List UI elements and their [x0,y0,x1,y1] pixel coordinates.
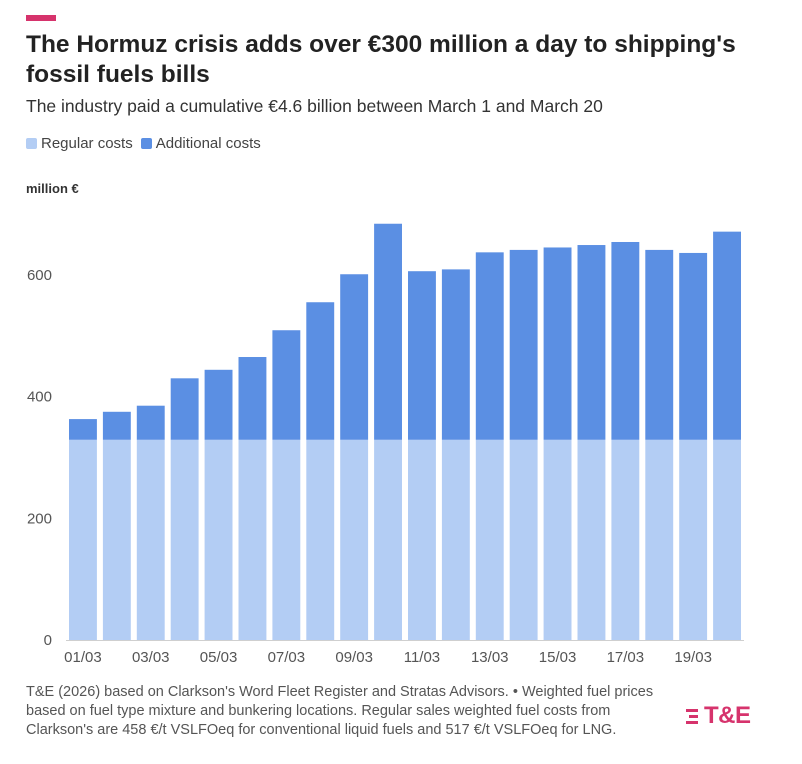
bar-additional-02/03 [102,411,131,440]
bar-regular-11/03 [408,439,436,640]
legend: Regular costs Additional costs [26,135,261,152]
bar-regular-05/03 [204,439,233,640]
bar-regular-12/03 [441,439,470,640]
bar-chart: 0 200 400 600 01/03 03/03 05/03 07/03 09/03 11/03… [27,223,744,666]
legend-label-additional: Additional costs [155,135,261,152]
legend-swatch-additional [140,138,152,149]
bar-regular-04/03 [170,439,199,640]
bar-regular-03/03 [136,439,165,640]
x-tick-label: 03/03 [132,649,170,666]
chart-subtitle: The industry paid a cumulative €4.6 bill… [26,96,603,116]
bar-additional-05/03 [204,369,233,440]
bar-regular-07/03 [272,439,301,640]
chart-title: The Hormuz crisis adds over €300 million… [26,31,736,88]
x-tick-label: 05/03 [200,649,238,666]
y-tick-label: 400 [27,389,52,406]
bar-regular-16/03 [577,439,606,640]
bar-regular-20/03 [713,439,741,640]
bar-regular-14/03 [509,439,538,640]
source-note: T&E (2026) based on Clarkson's Word Flee… [26,684,654,738]
y-tick-label: 200 [27,510,52,527]
y-tick-label: 0 [44,632,52,649]
y-axis-unit: million € [26,181,79,196]
bar-additional-06/03 [238,357,267,440]
bar-additional-10/03 [374,223,402,440]
accent-bar [26,15,56,21]
bar-regular-02/03 [102,439,131,640]
bar-regular-06/03 [238,439,267,640]
bar-additional-18/03 [645,249,674,440]
x-tick-label: 07/03 [268,649,306,666]
bar-additional-08/03 [306,302,335,440]
x-tick-label: 01/03 [64,649,102,666]
bar-additional-13/03 [475,252,504,440]
bar-additional-12/03 [441,269,470,440]
bar-regular-01/03 [69,439,97,640]
legend-swatch-regular [26,138,37,149]
x-tick-label: 13/03 [471,649,509,666]
bar-additional-03/03 [136,405,165,440]
x-tick-label: 19/03 [674,649,712,666]
logo-text: T&E [704,702,751,729]
y-tick-label: 600 [27,267,52,284]
bar-additional-14/03 [509,249,538,440]
bar-regular-13/03 [475,439,504,640]
te-logo: T&E [686,702,751,730]
bar-regular-10/03 [374,439,402,640]
x-tick-label: 09/03 [335,649,373,666]
legend-label-regular: Regular costs [41,135,133,152]
x-tick-label: 17/03 [607,649,645,666]
bar-additional-16/03 [577,245,606,440]
x-tick-label: 15/03 [539,649,577,666]
bar-additional-07/03 [272,330,301,440]
bar-regular-09/03 [340,439,369,640]
bar-additional-04/03 [170,378,199,440]
bar-regular-18/03 [645,439,674,640]
bar-additional-20/03 [713,231,741,440]
legend-item-additional: Additional costs [140,135,261,152]
bar-additional-15/03 [543,247,572,440]
bar-additional-09/03 [340,274,369,440]
bar-additional-11/03 [408,271,436,440]
logo-mark-icon [686,708,698,724]
legend-item-regular: Regular costs [26,135,133,152]
bar-regular-08/03 [306,439,335,640]
bar-regular-17/03 [611,439,640,640]
bar-regular-15/03 [543,439,572,640]
bar-additional-19/03 [679,252,708,440]
bar-additional-01/03 [69,419,97,440]
bar-additional-17/03 [611,241,640,440]
x-tick-label: 11/03 [404,649,440,666]
bar-regular-19/03 [679,439,708,640]
